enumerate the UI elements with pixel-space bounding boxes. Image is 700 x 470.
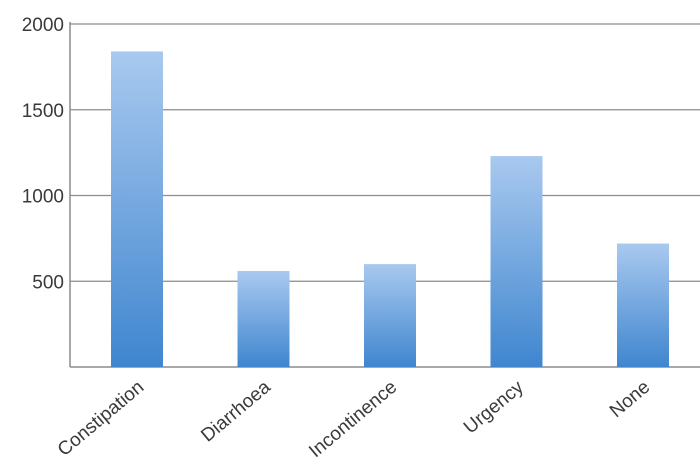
y-tick-label: 500 [32, 272, 64, 293]
bar-constipation [111, 51, 163, 367]
x-category-label: Diarrhoea [197, 376, 275, 446]
y-tick-label: 2000 [22, 15, 64, 36]
bar-urgency [490, 156, 543, 367]
x-category-label: Urgency [460, 376, 528, 438]
bars [111, 51, 669, 367]
y-tick-label: 1500 [22, 101, 64, 122]
gridlines [70, 23, 700, 282]
x-category-label: Incontinence [305, 377, 401, 462]
y-tick-label: 1000 [22, 187, 64, 208]
bar-incontinence [364, 264, 416, 367]
x-category-label: Constipation [54, 377, 148, 461]
bar-diarrhoea [237, 270, 290, 367]
bar-none [617, 243, 669, 367]
y-tick-labels: 500 1000 1500 2000 [22, 15, 64, 293]
x-category-labels: Constipation Diarrhoea Incontinence Urgency… [54, 376, 654, 462]
x-category-label: None [606, 377, 654, 422]
